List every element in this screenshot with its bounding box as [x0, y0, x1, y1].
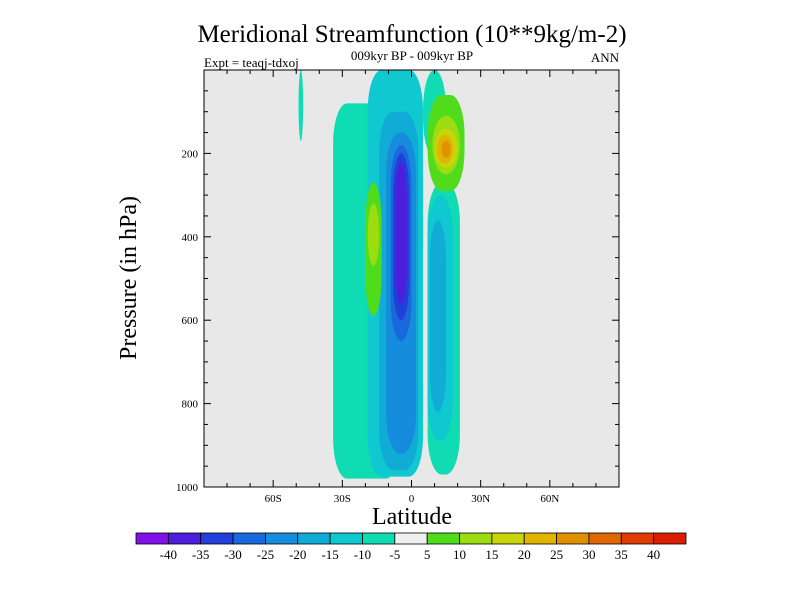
colorbar-label: -20 — [289, 547, 306, 562]
x-tick-label: 30S — [334, 493, 351, 505]
colorbar: -40 -35 -30 -25 -20 -15 -10 -5 5 10 15 20 25 30 35 40 — [135, 532, 687, 562]
colorbar-label: 5 — [424, 547, 431, 562]
y-tick-label: 800 — [182, 399, 199, 411]
y-tick-label: 600 — [182, 315, 199, 327]
colorbar-label: -40 — [160, 547, 177, 562]
x-axis: 60S 30S 0 30N 60N — [203, 70, 620, 505]
colorbar-swatch — [232, 532, 266, 545]
contour-region-16 — [367, 203, 380, 266]
contour-region-4 — [298, 70, 304, 141]
y-axis: 200 400 600 800 1000 — [176, 69, 619, 494]
colorbar-label: -25 — [257, 547, 274, 562]
colorbar-swatch — [394, 532, 428, 545]
contour-layer — [298, 70, 465, 479]
y-tick-label: 200 — [182, 148, 199, 160]
colorbar-label: 15 — [485, 547, 498, 562]
season-label: ANN — [591, 50, 620, 65]
x-axis-label: Latitude — [372, 504, 452, 530]
colorbar-label: 40 — [647, 547, 660, 562]
colorbar-swatch — [329, 532, 363, 545]
colorbar-swatch — [426, 532, 460, 545]
colorbar-label: -30 — [224, 547, 241, 562]
colorbar-label: 35 — [615, 547, 628, 562]
contour-region-8 — [429, 220, 447, 412]
colorbar-label: 20 — [518, 547, 531, 562]
experiment-label: Expt = teaqj-tdxoj — [204, 55, 299, 70]
chart-subtitle: 009kyr BP - 009kyr BP — [351, 48, 473, 63]
colorbar-swatch — [491, 532, 525, 545]
x-tick-label: 60N — [540, 493, 559, 505]
contour-region-20 — [441, 140, 451, 158]
colorbar-swatch — [556, 532, 590, 545]
y-tick-label: 400 — [182, 232, 199, 244]
colorbar-swatch — [620, 532, 655, 545]
x-tick-label: 30N — [471, 493, 490, 505]
y-tick-label: 1000 — [176, 482, 199, 494]
colorbar-label: 30 — [582, 547, 595, 562]
colorbar-swatch — [297, 532, 331, 545]
chart-title: Meridional Streamfunction (10**9kg/m-2) — [197, 21, 626, 48]
y-axis-label: Pressure (in hPa) — [116, 196, 142, 360]
colorbar-label: 25 — [550, 547, 563, 562]
x-tick-label: 0 — [409, 493, 415, 505]
colorbar-label: -5 — [389, 547, 400, 562]
colorbar-label: -35 — [192, 547, 209, 562]
colorbar-swatch — [653, 532, 687, 545]
colorbar-swatch — [588, 532, 622, 545]
colorbar-swatch — [459, 532, 493, 545]
colorbar-swatch — [135, 532, 169, 545]
colorbar-swatch — [362, 532, 396, 545]
colorbar-label: 10 — [453, 547, 466, 562]
x-tick-label: 60S — [265, 493, 282, 505]
colorbar-label: -10 — [354, 547, 371, 562]
contour-region-13 — [397, 228, 407, 296]
colorbar-label: -15 — [321, 547, 338, 562]
colorbar-swatch — [167, 532, 202, 545]
colorbar-swatch — [200, 532, 234, 545]
colorbar-swatch — [523, 532, 557, 545]
colorbar-swatch — [265, 532, 299, 545]
